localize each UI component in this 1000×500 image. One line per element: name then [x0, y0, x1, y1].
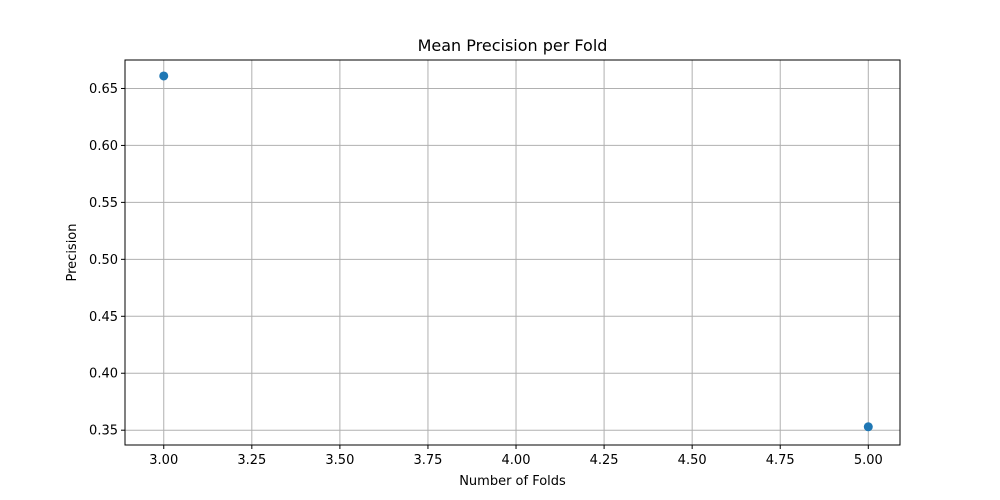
axis-ticks: 3.00 3.25 3.50 3.75 4.00 4.25 4.50 4.75 5.00 0.35…	[89, 82, 883, 468]
x-axis-label: Number of Folds	[459, 474, 566, 489]
data-points	[159, 71, 873, 432]
data-point	[863, 422, 873, 432]
y-tick-label: 0.45	[89, 310, 118, 325]
plot-frame	[124, 59, 901, 446]
x-tick-label: 4.75	[766, 453, 795, 468]
y-axis-label: Precision	[65, 223, 80, 281]
grid	[125, 60, 900, 445]
y-tick-label: 0.60	[89, 139, 118, 154]
x-tick-label: 3.75	[413, 453, 442, 468]
y-tick-label: 0.65	[89, 82, 118, 97]
x-tick-label: 3.25	[237, 453, 266, 468]
y-tick-label: 0.35	[89, 424, 118, 439]
x-tick-label: 3.00	[149, 453, 178, 468]
chart-title: Mean Precision per Fold	[418, 36, 608, 55]
y-tick-label: 0.55	[89, 196, 118, 211]
data-point	[159, 71, 169, 81]
x-tick-label: 4.50	[678, 453, 707, 468]
y-tick-label: 0.40	[89, 367, 118, 382]
x-tick-label: 4.25	[590, 453, 619, 468]
x-tick-label: 4.00	[502, 453, 531, 468]
x-tick-label: 5.00	[854, 453, 883, 468]
y-tick-label: 0.50	[89, 253, 118, 268]
x-tick-label: 3.50	[325, 453, 354, 468]
